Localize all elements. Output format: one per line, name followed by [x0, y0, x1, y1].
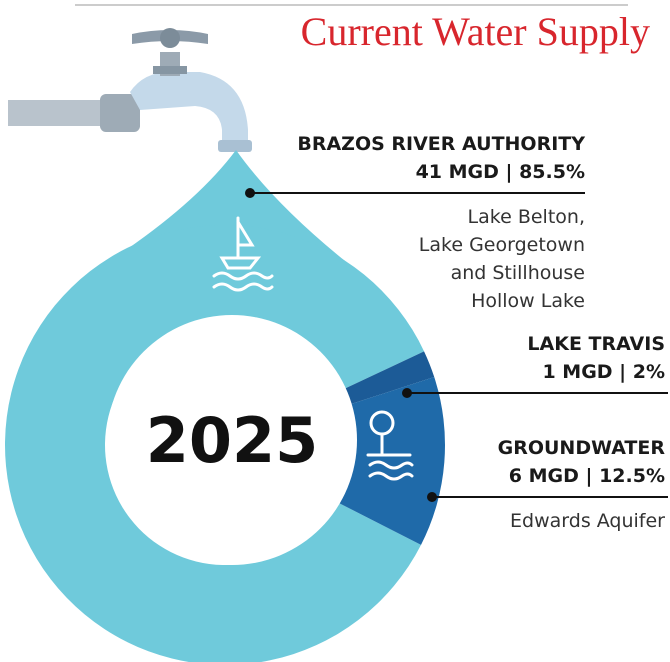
note-line: Lake Georgetown — [419, 234, 585, 256]
value-label: 6 MGD | 12.5% — [509, 465, 665, 487]
pie-segment — [331, 377, 446, 545]
tree-icon — [366, 410, 414, 481]
category-label: GROUNDWATER — [498, 437, 666, 459]
value-label: 41 MGD | 85.5% — [416, 161, 585, 183]
note-line: Hollow Lake — [471, 290, 585, 312]
category-label: LAKE TRAVIS — [527, 333, 665, 355]
note-line: and Stillhouse — [451, 262, 585, 284]
center-label: 2025 — [146, 404, 319, 477]
faucet — [8, 28, 252, 152]
title: Current Water Supply — [301, 9, 650, 54]
note-line: Lake Belton, — [468, 206, 585, 228]
donut — [5, 225, 446, 662]
pie-segment — [333, 351, 435, 408]
donut-hole — [107, 315, 357, 565]
pie-segment — [5, 225, 425, 662]
note-line: Edwards Aquifer — [510, 510, 665, 532]
leaders — [245, 188, 668, 502]
value-label: 1 MGD | 2% — [542, 361, 665, 383]
category-label: BRAZOS RIVER AUTHORITY — [297, 133, 585, 155]
boat-icon — [212, 216, 274, 292]
